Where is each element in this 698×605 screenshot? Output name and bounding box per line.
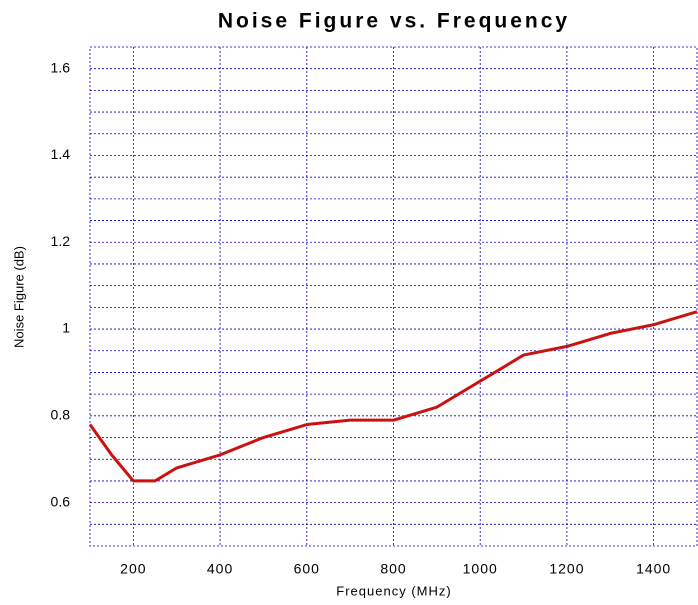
y-tick-label: 1.2 xyxy=(51,233,71,249)
plot-frame xyxy=(89,46,698,547)
x-tick-label: 1000 xyxy=(463,561,498,577)
y-tick-label: 1 xyxy=(62,320,70,336)
x-tick-label: 600 xyxy=(294,561,320,577)
data-line xyxy=(88,310,698,483)
x-tick-label: 400 xyxy=(207,561,233,577)
y-axis-label: Noise Figure (dB) xyxy=(11,246,26,348)
x-tick-label: 200 xyxy=(120,561,146,577)
y-tick-label: 1.4 xyxy=(51,146,71,162)
y-tick-label: 0.8 xyxy=(51,407,71,423)
x-tick-label: 1200 xyxy=(549,561,584,577)
chart-title: Noise Figure vs. Frequency xyxy=(218,10,570,33)
y-tick-label: 0.6 xyxy=(51,493,71,509)
x-tick-label: 1400 xyxy=(636,561,671,577)
y-tick-label: 1.6 xyxy=(51,59,71,75)
x-tick-label: 800 xyxy=(380,561,406,577)
x-axis-label: Frequency (MHz) xyxy=(336,583,451,598)
